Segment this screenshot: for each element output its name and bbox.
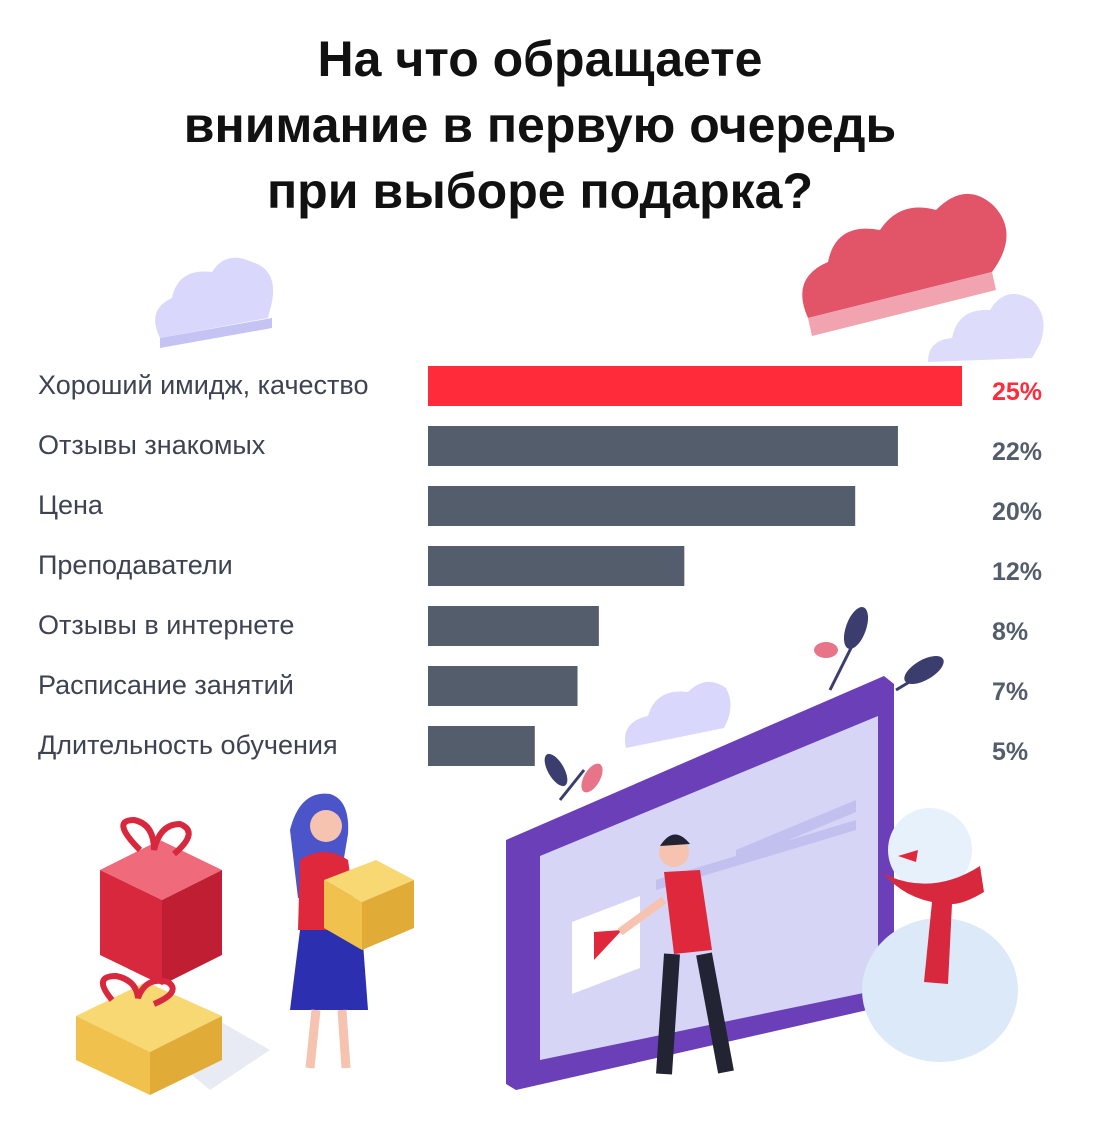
category-label: Отзывы знакомых (38, 430, 266, 460)
cloud-icon (802, 193, 1007, 336)
value-label: 12% (992, 558, 1042, 586)
bar (428, 546, 685, 586)
bar (428, 426, 898, 466)
cloud-icon (928, 293, 1044, 362)
bar (428, 366, 962, 406)
man-presenter-icon (617, 834, 734, 1075)
value-label: 22% (992, 438, 1042, 466)
value-label: 8% (992, 618, 1028, 646)
category-label: Хороший имидж, качество (38, 370, 368, 400)
category-label: Цена (38, 490, 104, 520)
gift-box-icon (76, 972, 222, 1095)
title-line: внимание в первую очередь (183, 97, 897, 153)
woman-with-gift-icon (290, 793, 414, 1069)
value-label: 5% (992, 738, 1028, 766)
cloud-icon (155, 257, 274, 348)
title-line: при выборе подарка? (266, 163, 814, 219)
value-label: 20% (992, 498, 1042, 526)
value-label: 25% (992, 378, 1042, 406)
category-label: Преподаватели (38, 550, 233, 580)
category-label: Расписание занятий (38, 670, 294, 700)
title-line: На что обращаете (317, 31, 763, 87)
leaf-branch-icon (544, 607, 944, 801)
value-label: 7% (992, 678, 1028, 706)
bar (428, 666, 578, 706)
cloud-icon (624, 681, 731, 748)
bar (428, 606, 599, 646)
page-title: На что обращаете внимание в первую очере… (0, 26, 1080, 224)
category-label: Длительность обучения (38, 730, 338, 760)
category-label: Отзывы в интернете (38, 610, 294, 640)
bar (428, 726, 535, 766)
bar (428, 486, 856, 526)
snowman-icon (862, 808, 1018, 1062)
